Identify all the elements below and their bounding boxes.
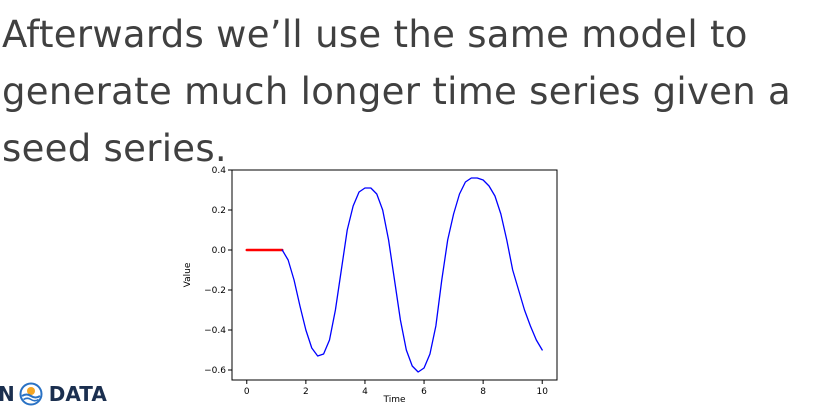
logo-text-left: N [0, 381, 15, 406]
time-series-chart: 0 2 4 6 8 10 0.4 0.2 0.0 −0.2 −0.4 −0.6 Time Value [183, 166, 558, 405]
text-line-1: Afterwards we’ll use the same model to [2, 13, 748, 56]
y-tick-label: 0.0 [212, 246, 227, 256]
plot-area [231, 169, 558, 381]
series-layer [245, 177, 543, 373]
brand-logo: N DATA [0, 380, 107, 407]
y-axis-label: Value [183, 262, 193, 287]
y-tick-label: −0.6 [204, 366, 226, 376]
y-axis-ticks: 0.4 0.2 0.0 −0.2 −0.4 −0.6 [204, 166, 232, 376]
x-tick-label: 0 [244, 387, 250, 397]
text-line-3: seed series. [2, 127, 227, 170]
generated-series-line [281, 177, 543, 373]
x-tick-label: 4 [362, 387, 368, 397]
x-axis-label: Time [382, 395, 405, 405]
x-tick-label: 2 [303, 387, 309, 397]
y-tick-label: −0.4 [204, 326, 226, 336]
ocean-wave-logo-icon [19, 382, 43, 405]
x-axis-ticks: 0 2 4 6 8 10 [244, 380, 548, 397]
y-tick-label: 0.2 [212, 206, 226, 216]
slide-body-text: Afterwards we’ll use the same model to g… [2, 6, 814, 177]
y-tick-label: 0.4 [212, 166, 227, 176]
plot-frame [231, 169, 558, 381]
y-tick-label: −0.2 [204, 286, 226, 296]
x-tick-label: 10 [537, 387, 549, 397]
logo-text-right: DATA [48, 381, 107, 406]
x-tick-label: 6 [421, 387, 427, 397]
x-tick-label: 8 [480, 387, 486, 397]
text-line-2: generate much longer time series given a [2, 70, 792, 113]
